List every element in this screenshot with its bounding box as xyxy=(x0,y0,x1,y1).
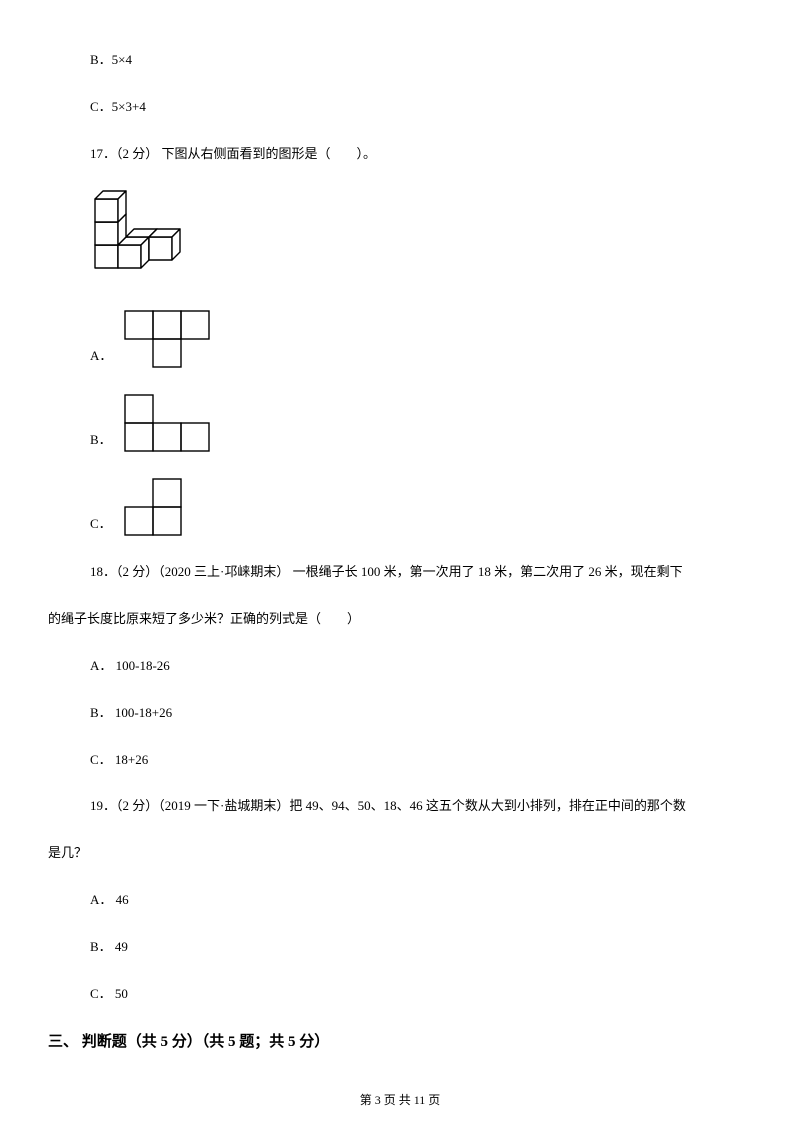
section-3-heading: 三、 判断题（共 5 分）（共 5 题；共 5 分） xyxy=(48,1030,752,1054)
q18-text-2: 的绳子长度比原来短了多少米？正确的列式是（ ） xyxy=(48,609,752,630)
q17-option-c[interactable]: C． xyxy=(90,478,752,536)
q18-option-b[interactable]: B． 100‐18+26 xyxy=(90,703,752,724)
q17-figure xyxy=(90,190,752,282)
q19-option-c[interactable]: C． 50 xyxy=(90,984,752,1005)
q19-option-b[interactable]: B． 49 xyxy=(90,937,752,958)
q19-text-1: 19．（2 分）（2019 一下·盐城期末）把 49、94、50、18、46 这… xyxy=(90,796,752,817)
q19-option-a[interactable]: A． 46 xyxy=(90,890,752,911)
option-c-partial: C．5×3+4 xyxy=(90,97,752,118)
q18-option-c[interactable]: C． 18+26 xyxy=(90,750,752,771)
page-footer: 第 3 页 共 11 页 xyxy=(0,1091,800,1110)
option-b-partial: B．5×4 xyxy=(90,50,752,71)
q17-opt-b-label: B． xyxy=(90,430,112,453)
q17-opt-a-label: A． xyxy=(90,346,112,369)
q18-option-a[interactable]: A． 100‐18‐26 xyxy=(90,656,752,677)
q17-option-b[interactable]: B． xyxy=(90,394,752,452)
q19-text-2: 是几？ xyxy=(48,843,752,864)
q17-text: 17．（2 分） 下图从右侧面看到的图形是（ ）。 xyxy=(90,144,752,165)
q17-option-a[interactable]: A． xyxy=(90,310,752,368)
q18-text-1: 18．（2 分）（2020 三上·邛崃期末） 一根绳子长 100 米，第一次用了… xyxy=(90,562,752,583)
q17-opt-c-label: C． xyxy=(90,514,112,537)
